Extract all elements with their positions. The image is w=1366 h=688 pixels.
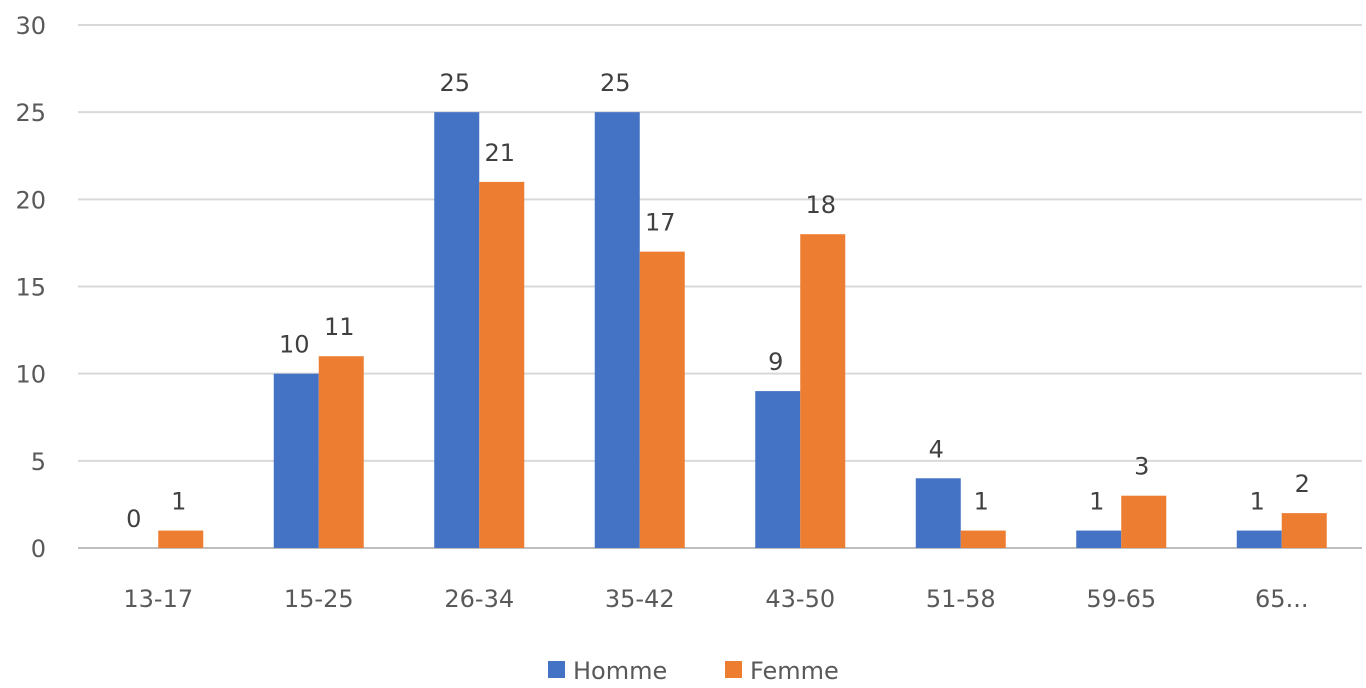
x-tick-label: 15-25 [284, 585, 354, 613]
bar-homme-15-25 [273, 373, 319, 548]
bar-femme-59-65 [1121, 495, 1167, 548]
y-tick-label: 15 [15, 274, 46, 302]
y-axis: 0 5 10 15 20 25 30 [15, 12, 46, 563]
legend-swatch-femme [725, 661, 742, 678]
x-tick-label: 51-58 [926, 585, 996, 613]
x-tick-label: 13-17 [123, 585, 193, 613]
x-tick-label: 59-65 [1086, 585, 1156, 613]
bar-homme-65... [1236, 530, 1282, 548]
data-label-femme: 21 [484, 139, 515, 167]
gridlines [78, 24, 1362, 549]
y-tick-label: 25 [15, 99, 46, 127]
data-label-femme: 18 [805, 191, 836, 219]
bar-femme-13-17 [158, 530, 204, 548]
data-label-femme: 3 [1134, 453, 1149, 481]
data-label-homme: 25 [439, 69, 470, 97]
data-label-homme: 0 [126, 505, 141, 533]
bar-femme-35-42 [639, 251, 685, 548]
data-label-homme: 4 [929, 435, 944, 463]
data-label-homme: 1 [1250, 488, 1265, 516]
y-tick-label: 30 [15, 12, 46, 40]
legend-label-homme: Homme [573, 657, 667, 685]
bar-femme-51-58 [960, 530, 1006, 548]
y-tick-label: 5 [31, 448, 46, 476]
x-tick-label: 65... [1255, 585, 1308, 613]
bar-homme-59-65 [1076, 530, 1122, 548]
legend-label-femme: Femme [750, 657, 839, 685]
data-label-femme: 11 [324, 313, 355, 341]
data-label-homme: 9 [768, 348, 783, 376]
bar-femme-15-25 [318, 356, 364, 548]
data-label-homme: 10 [279, 331, 310, 359]
bar-femme-43-50 [800, 234, 846, 548]
x-tick-label: 43-50 [765, 585, 835, 613]
bars [158, 112, 1327, 549]
x-axis: 13-17 15-25 26-34 35-42 43-50 51-58 59-65 65... [123, 585, 1308, 613]
bar-homme-51-58 [915, 478, 961, 548]
legend-swatch-homme [548, 661, 565, 678]
y-tick-label: 0 [31, 535, 46, 563]
legend: Homme Femme [548, 657, 839, 685]
bar-femme-26-34 [479, 181, 525, 548]
data-label-femme: 17 [645, 209, 676, 237]
y-tick-label: 10 [15, 361, 46, 389]
data-label-femme: 1 [171, 488, 186, 516]
data-label-homme: 1 [1089, 488, 1104, 516]
data-label-femme: 2 [1295, 470, 1310, 498]
bar-homme-35-42 [594, 112, 640, 549]
x-tick-label: 26-34 [444, 585, 514, 613]
data-label-homme: 25 [600, 69, 631, 97]
bar-homme-43-50 [755, 391, 801, 548]
y-tick-label: 20 [15, 186, 46, 214]
bar-femme-65... [1281, 513, 1327, 548]
bar-homme-26-34 [434, 112, 480, 549]
x-tick-label: 35-42 [605, 585, 675, 613]
data-label-femme: 1 [974, 488, 989, 516]
